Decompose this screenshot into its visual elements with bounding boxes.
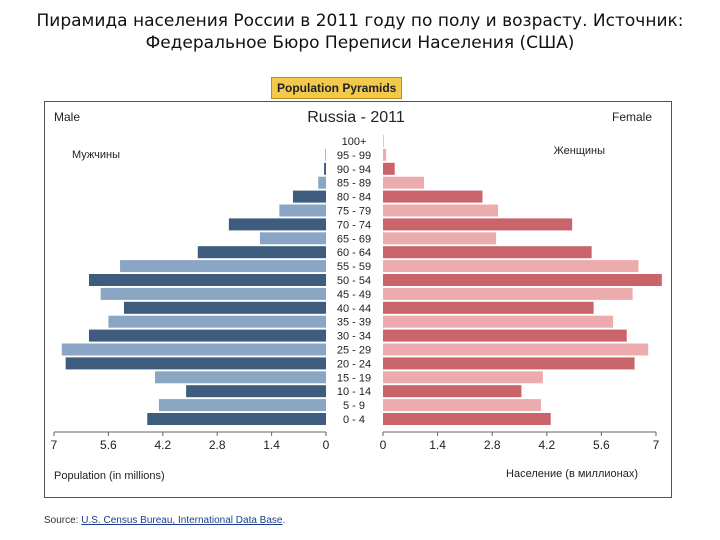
male-bar-60-64 <box>197 246 326 259</box>
bars-group <box>61 135 662 425</box>
female-bar-30-34 <box>383 329 627 342</box>
female-bar-85-89 <box>383 176 424 189</box>
age-label-95-99: 95 - 99 <box>337 150 371 162</box>
source-note: Source: U.S. Census Bureau, Internationa… <box>44 515 285 526</box>
age-group-labels: 100+ 95 - 99 90 - 94 85 - 89 80 - 84 75 - 797… <box>337 136 371 426</box>
female-bar-15-19 <box>383 371 543 384</box>
male-bar-85-89 <box>318 176 326 189</box>
x-tick-label-right: 0 <box>380 438 387 452</box>
axes-group: 7 5.6 4.2 2.8 1.4 0 0 1.4 2.8 4.2 5.6 7 <box>51 431 660 452</box>
male-bar-0-4 <box>147 413 326 425</box>
age-label-25-29: 25 - 29 <box>337 345 371 357</box>
male-bar-55-59 <box>120 260 326 273</box>
slide-title-line2: Федеральное Бюро Переписи Населения (США… <box>145 33 575 53</box>
female-bar-65-69 <box>383 232 497 245</box>
female-bar-90-94 <box>383 162 395 175</box>
x-tick-label-right: 1.4 <box>429 438 446 452</box>
male-label: Male <box>54 110 80 124</box>
female-bar-0-4 <box>383 413 551 425</box>
female-bar-70-74 <box>383 218 573 231</box>
x-axis-label-right: Население (в миллионах) <box>506 468 638 480</box>
male-bar-30-34 <box>88 329 326 342</box>
x-tick-label-left: 5.6 <box>100 438 117 452</box>
x-tick-label-left: 7 <box>51 438 58 452</box>
male-bar-35-39 <box>108 315 327 328</box>
female-bar-45-49 <box>383 287 633 300</box>
male-bar-95-99 <box>325 148 326 161</box>
female-bar-25-29 <box>383 343 649 356</box>
x-tick-label-left: 0 <box>323 438 330 452</box>
population-pyramid-chart: Russia - 2011 Male Female Мужчины Женщин… <box>51 109 662 482</box>
age-label-65-69: 65 - 69 <box>337 233 371 245</box>
source-link[interactable]: U.S. Census Bureau, International Data B… <box>81 515 283 526</box>
age-label-90-94: 90 - 94 <box>337 164 371 176</box>
female-bar-55-59 <box>383 260 639 273</box>
age-label-40-44: 40 - 44 <box>337 303 371 315</box>
male-bar-15-19 <box>155 371 326 384</box>
age-label-75-79: 75 - 79 <box>337 206 371 218</box>
female-label: Female <box>612 110 652 124</box>
male-bar-65-69 <box>259 232 326 245</box>
age-label-0-4: 0 - 4 <box>343 414 365 426</box>
female-bar-35-39 <box>383 315 614 328</box>
male-bar-40-44 <box>123 301 326 314</box>
female-bar-50-54 <box>383 274 662 286</box>
x-tick-label-right: 4.2 <box>538 438 555 452</box>
male-bar-20-24 <box>65 357 327 370</box>
male-bar-10-14 <box>186 385 326 398</box>
slide-title-line1: Пирамида населения России в 2011 году по… <box>36 11 684 31</box>
male-bar-90-94 <box>324 162 326 175</box>
age-label-50-54: 50 - 54 <box>337 275 371 287</box>
age-label-5-9: 5 - 9 <box>343 400 365 412</box>
x-tick-label-left: 1.4 <box>263 438 280 452</box>
age-label-20-24: 20 - 24 <box>337 358 371 370</box>
male-bar-5-9 <box>158 399 326 412</box>
source-suffix: . <box>282 515 286 526</box>
age-label-35-39: 35 - 39 <box>337 317 371 329</box>
x-tick-label-right: 5.6 <box>593 438 610 452</box>
population-pyramids-badge[interactable]: Population Pyramids <box>271 77 403 99</box>
age-label-45-49: 45 - 49 <box>337 289 371 301</box>
female-sublabel: Женщины <box>554 145 605 157</box>
female-bar-95-99 <box>383 148 387 161</box>
male-bar-70-74 <box>228 218 326 231</box>
x-tick-label-right: 7 <box>653 438 660 452</box>
source-prefix: Source: <box>44 515 82 526</box>
age-label-80-84: 80 - 84 <box>337 192 371 204</box>
female-bar-40-44 <box>383 301 594 314</box>
male-bar-25-29 <box>61 343 327 356</box>
age-label-85-89: 85 - 89 <box>337 178 371 190</box>
female-bar-5-9 <box>383 399 541 412</box>
age-label-60-64: 60 - 64 <box>337 247 371 259</box>
male-bar-80-84 <box>292 190 326 203</box>
x-axis-label-left: Population (in millions) <box>54 470 165 482</box>
female-bar-60-64 <box>383 246 592 259</box>
x-tick-label-left: 2.8 <box>209 438 226 452</box>
age-label-100plus: 100+ <box>342 136 367 148</box>
male-bar-45-49 <box>100 287 326 300</box>
male-sublabel: Мужчины <box>72 149 120 161</box>
age-label-15-19: 15 - 19 <box>337 372 371 384</box>
male-bar-75-79 <box>279 204 326 217</box>
age-label-10-14: 10 - 14 <box>337 386 371 398</box>
female-bar-10-14 <box>383 385 522 398</box>
x-tick-label-left: 4.2 <box>154 438 171 452</box>
female-bar-80-84 <box>383 190 483 203</box>
slide-title: Пирамида населения России в 2011 году по… <box>20 10 700 54</box>
female-bar-75-79 <box>383 204 499 217</box>
x-tick-label-right: 2.8 <box>484 438 501 452</box>
age-label-70-74: 70 - 74 <box>337 219 371 231</box>
male-bar-50-54 <box>88 274 326 286</box>
age-label-30-34: 30 - 34 <box>337 331 371 343</box>
female-bar-20-24 <box>383 357 635 370</box>
age-label-55-59: 55 - 59 <box>337 261 371 273</box>
chart-title: Russia - 2011 <box>307 109 405 126</box>
